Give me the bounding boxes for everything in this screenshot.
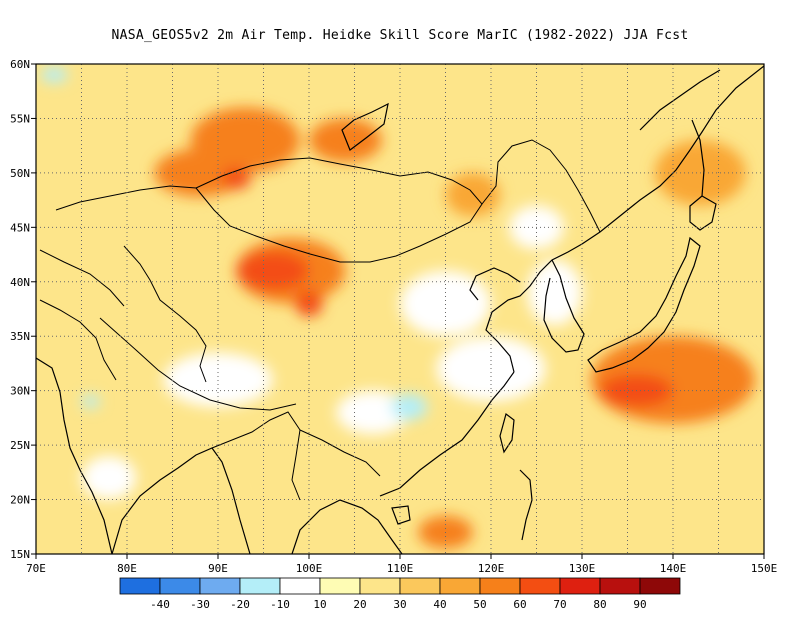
lon-tick-label: 140E	[660, 562, 687, 575]
colorbar-label: 20	[353, 598, 366, 611]
country-borders	[39, 139, 601, 501]
coastline-india-west	[36, 357, 113, 554]
colorbar-label: 50	[473, 598, 486, 611]
lat-tick-label: 25N	[10, 439, 30, 452]
lon-tick-label: 130E	[569, 562, 596, 575]
lon-tick-label: 70E	[26, 562, 46, 575]
coastline-russia-east	[581, 65, 764, 245]
map-title: NASA_GEOS5v2 2m Air Temp. Heidke Skill S…	[111, 28, 689, 43]
colorbar-swatch	[159, 577, 201, 595]
lat-tick-label: 50N	[10, 167, 30, 180]
coastline-taiwan	[499, 412, 515, 454]
red-qinghai	[295, 290, 323, 317]
border-kazakh	[55, 185, 197, 211]
lat-tick-label: 55N	[10, 112, 30, 125]
colorbar-label: 30	[393, 598, 406, 611]
colorbar-label: 10	[313, 598, 326, 611]
colorbar-swatch	[199, 577, 241, 595]
colorbar-swatch	[359, 577, 401, 595]
map-area	[36, 64, 764, 554]
lon-tick-label: 80E	[117, 562, 137, 575]
coastline-kamchatka	[639, 69, 721, 131]
white-korea-sea	[527, 260, 582, 326]
colorbar-swatch	[599, 577, 641, 595]
orange-kazakh	[154, 148, 246, 197]
colorbar-label: 40	[433, 598, 446, 611]
lat-tick-label: 15N	[10, 548, 30, 561]
border-indochina	[299, 429, 381, 477]
colorbar-label: 70	[553, 598, 566, 611]
colorbar-label: -40	[150, 598, 170, 611]
coastline-japan	[587, 236, 701, 373]
white-india	[81, 456, 137, 500]
border-china-northeast	[481, 139, 601, 233]
colorbar-swatch	[399, 577, 441, 595]
orange-baikal	[309, 118, 382, 162]
white-tibet	[163, 352, 273, 407]
colorbar-swatch	[279, 577, 321, 595]
red-xinjiang	[236, 251, 309, 291]
white-sichuan	[336, 390, 410, 435]
colorbar-label: 90	[633, 598, 646, 611]
coastline-korea	[543, 259, 585, 353]
lat-tick-label: 30N	[10, 385, 30, 398]
white-north-china	[400, 270, 491, 337]
lat-tick-label: 35N	[10, 330, 30, 343]
colorbar-swatch	[519, 577, 561, 595]
cyan-yangtze	[390, 393, 428, 421]
colorbar-swatch	[639, 577, 681, 595]
lon-tick-label: 150E	[751, 562, 778, 575]
border-mongolia	[195, 157, 483, 263]
lon-tick-label: 90E	[208, 562, 228, 575]
colorbar-swatch	[439, 577, 481, 595]
colorbar: -40 -30 -20 -10 10 20 30 40 50 60 70 80 90	[119, 577, 681, 611]
border-himalaya	[99, 317, 297, 411]
colorbar-label: -10	[270, 598, 290, 611]
lon-tick-label: 110E	[387, 562, 414, 575]
colorbar-swatch	[479, 577, 521, 595]
colorbar-label: 80	[593, 598, 606, 611]
colorbar-swatch	[319, 577, 361, 595]
lat-lon-grid	[36, 64, 764, 554]
coastline-bohai	[469, 267, 521, 301]
border-afghan	[39, 249, 125, 307]
colorbar-label: 60	[513, 598, 526, 611]
cyan-nw-corner	[40, 67, 68, 83]
coastline-bay-of-bengal	[111, 447, 251, 554]
colorbar-label: -20	[230, 598, 250, 611]
border-india-pakistan	[39, 299, 117, 381]
coastline-east-china	[485, 243, 583, 373]
lon-tick-label: 100E	[296, 562, 323, 575]
lat-tick-label: 60N	[10, 58, 30, 71]
lat-tick-label: 20N	[10, 494, 30, 507]
border-myanmar	[211, 411, 301, 501]
axis-ticks: 70E 80E 90E 100E 110E 120E 130E 140E 150E 15N 20N 2…	[10, 58, 777, 575]
coastline-indochina	[291, 499, 403, 554]
lat-tick-label: 40N	[10, 276, 30, 289]
colorbar-swatch	[119, 577, 161, 595]
colorbar-swatch	[239, 577, 281, 595]
coastline-sakhalin	[691, 119, 705, 197]
colorbar-swatch	[559, 577, 601, 595]
colorbar-label: -30	[190, 598, 210, 611]
coastline-hainan	[391, 505, 411, 525]
lat-tick-label: 45N	[10, 221, 30, 234]
border-west-china	[123, 245, 207, 383]
cyan-tibet	[81, 395, 100, 409]
orange-manchuria	[445, 172, 501, 217]
lon-tick-label: 120E	[478, 562, 505, 575]
